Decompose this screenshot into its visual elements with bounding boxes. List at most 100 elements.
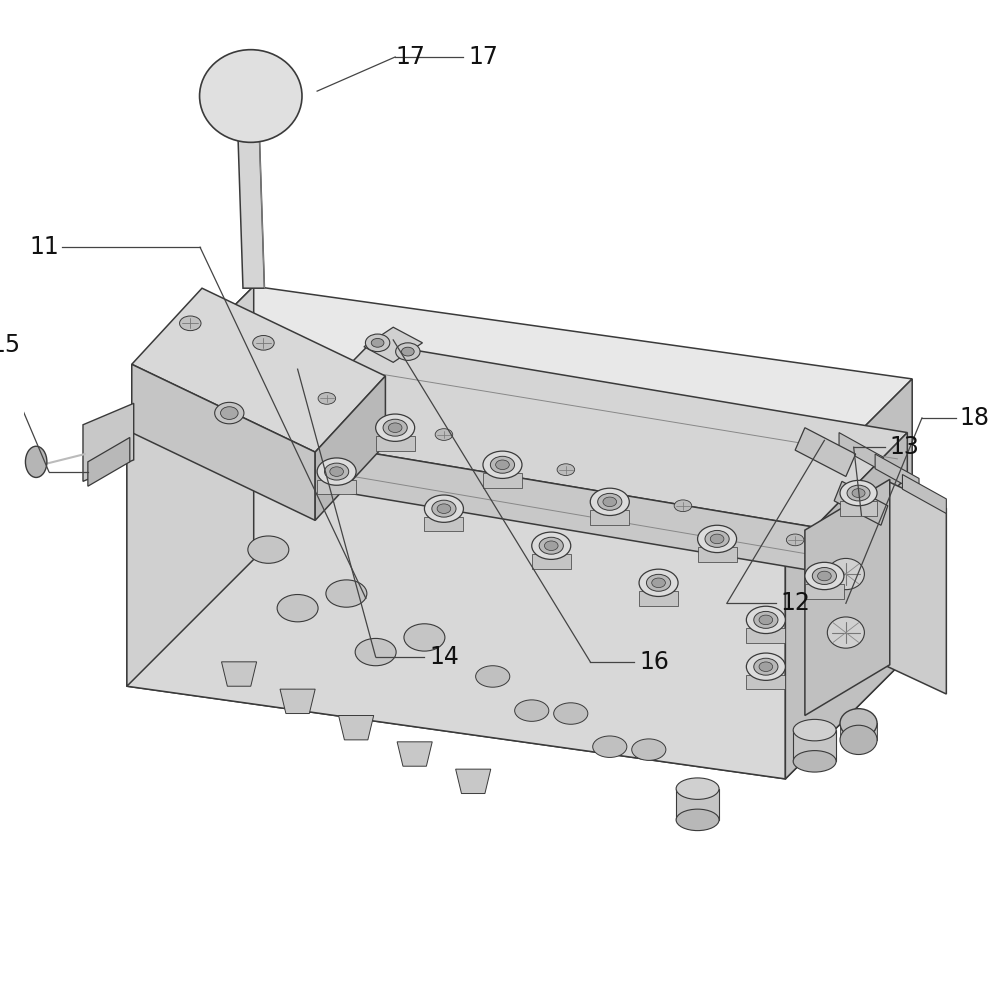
Polygon shape — [132, 365, 315, 520]
Polygon shape — [834, 482, 888, 525]
Ellipse shape — [674, 499, 692, 511]
Ellipse shape — [639, 569, 678, 597]
Polygon shape — [676, 789, 719, 820]
Ellipse shape — [603, 497, 617, 506]
Polygon shape — [805, 584, 844, 599]
Ellipse shape — [847, 486, 870, 500]
Polygon shape — [127, 413, 785, 779]
Polygon shape — [376, 436, 415, 451]
Polygon shape — [746, 628, 785, 643]
Text: 17: 17 — [468, 45, 498, 69]
Ellipse shape — [698, 525, 737, 553]
Polygon shape — [795, 428, 856, 477]
Polygon shape — [317, 480, 356, 495]
Ellipse shape — [646, 575, 671, 592]
Ellipse shape — [705, 530, 729, 547]
Ellipse shape — [827, 617, 864, 648]
Polygon shape — [238, 140, 264, 288]
Text: 11: 11 — [29, 235, 59, 260]
Text: 13: 13 — [890, 435, 920, 459]
Ellipse shape — [432, 500, 456, 517]
Ellipse shape — [376, 414, 415, 441]
Polygon shape — [805, 480, 890, 716]
Ellipse shape — [759, 615, 773, 624]
Ellipse shape — [25, 446, 47, 478]
Ellipse shape — [371, 339, 384, 347]
Polygon shape — [278, 343, 907, 527]
Ellipse shape — [515, 700, 549, 721]
Text: 18: 18 — [959, 406, 989, 430]
Ellipse shape — [200, 50, 302, 143]
Polygon shape — [339, 716, 374, 740]
Ellipse shape — [652, 578, 665, 588]
Ellipse shape — [840, 709, 877, 738]
Polygon shape — [815, 433, 907, 571]
Polygon shape — [590, 510, 629, 524]
Ellipse shape — [676, 778, 719, 800]
Polygon shape — [840, 500, 877, 516]
Ellipse shape — [355, 638, 396, 666]
Polygon shape — [424, 517, 463, 531]
Ellipse shape — [330, 467, 343, 477]
Ellipse shape — [325, 463, 349, 480]
Polygon shape — [793, 730, 836, 761]
Ellipse shape — [544, 541, 558, 551]
Ellipse shape — [215, 402, 244, 424]
Ellipse shape — [483, 451, 522, 479]
Polygon shape — [280, 689, 315, 714]
Ellipse shape — [476, 666, 510, 687]
Polygon shape — [532, 554, 571, 569]
Polygon shape — [222, 662, 257, 686]
Polygon shape — [397, 742, 432, 766]
Ellipse shape — [676, 809, 719, 830]
Polygon shape — [88, 437, 130, 487]
Polygon shape — [839, 433, 883, 472]
Ellipse shape — [532, 532, 571, 559]
Polygon shape — [902, 475, 946, 513]
Polygon shape — [364, 327, 422, 363]
Polygon shape — [698, 547, 737, 562]
Ellipse shape — [840, 481, 877, 505]
Ellipse shape — [812, 568, 836, 585]
Ellipse shape — [554, 703, 588, 724]
Ellipse shape — [396, 343, 420, 361]
Ellipse shape — [388, 423, 402, 432]
Ellipse shape — [793, 750, 836, 772]
Ellipse shape — [852, 489, 865, 497]
Text: 14: 14 — [429, 645, 459, 669]
Ellipse shape — [746, 606, 785, 633]
Ellipse shape — [827, 558, 864, 590]
Ellipse shape — [539, 537, 563, 554]
Polygon shape — [315, 376, 385, 520]
Ellipse shape — [318, 392, 336, 404]
Ellipse shape — [593, 736, 627, 757]
Polygon shape — [456, 769, 491, 794]
Ellipse shape — [818, 571, 831, 581]
Ellipse shape — [490, 456, 515, 474]
Ellipse shape — [383, 419, 407, 436]
Ellipse shape — [598, 494, 622, 510]
Ellipse shape — [496, 460, 509, 470]
Ellipse shape — [326, 580, 367, 607]
Ellipse shape — [404, 623, 445, 651]
Text: 15: 15 — [0, 333, 20, 357]
Ellipse shape — [557, 464, 575, 476]
Polygon shape — [83, 403, 134, 482]
Ellipse shape — [317, 458, 356, 486]
Polygon shape — [746, 675, 785, 689]
Ellipse shape — [754, 658, 778, 675]
Ellipse shape — [365, 334, 390, 352]
Ellipse shape — [221, 406, 238, 419]
Ellipse shape — [424, 496, 463, 522]
Ellipse shape — [402, 347, 414, 356]
Polygon shape — [132, 288, 385, 452]
Polygon shape — [639, 591, 678, 606]
Ellipse shape — [805, 562, 844, 590]
Ellipse shape — [746, 653, 785, 681]
Polygon shape — [127, 286, 912, 505]
Ellipse shape — [759, 662, 773, 672]
Polygon shape — [875, 454, 919, 494]
Polygon shape — [483, 473, 522, 488]
Text: 12: 12 — [781, 592, 810, 615]
Text: 17: 17 — [395, 45, 425, 69]
